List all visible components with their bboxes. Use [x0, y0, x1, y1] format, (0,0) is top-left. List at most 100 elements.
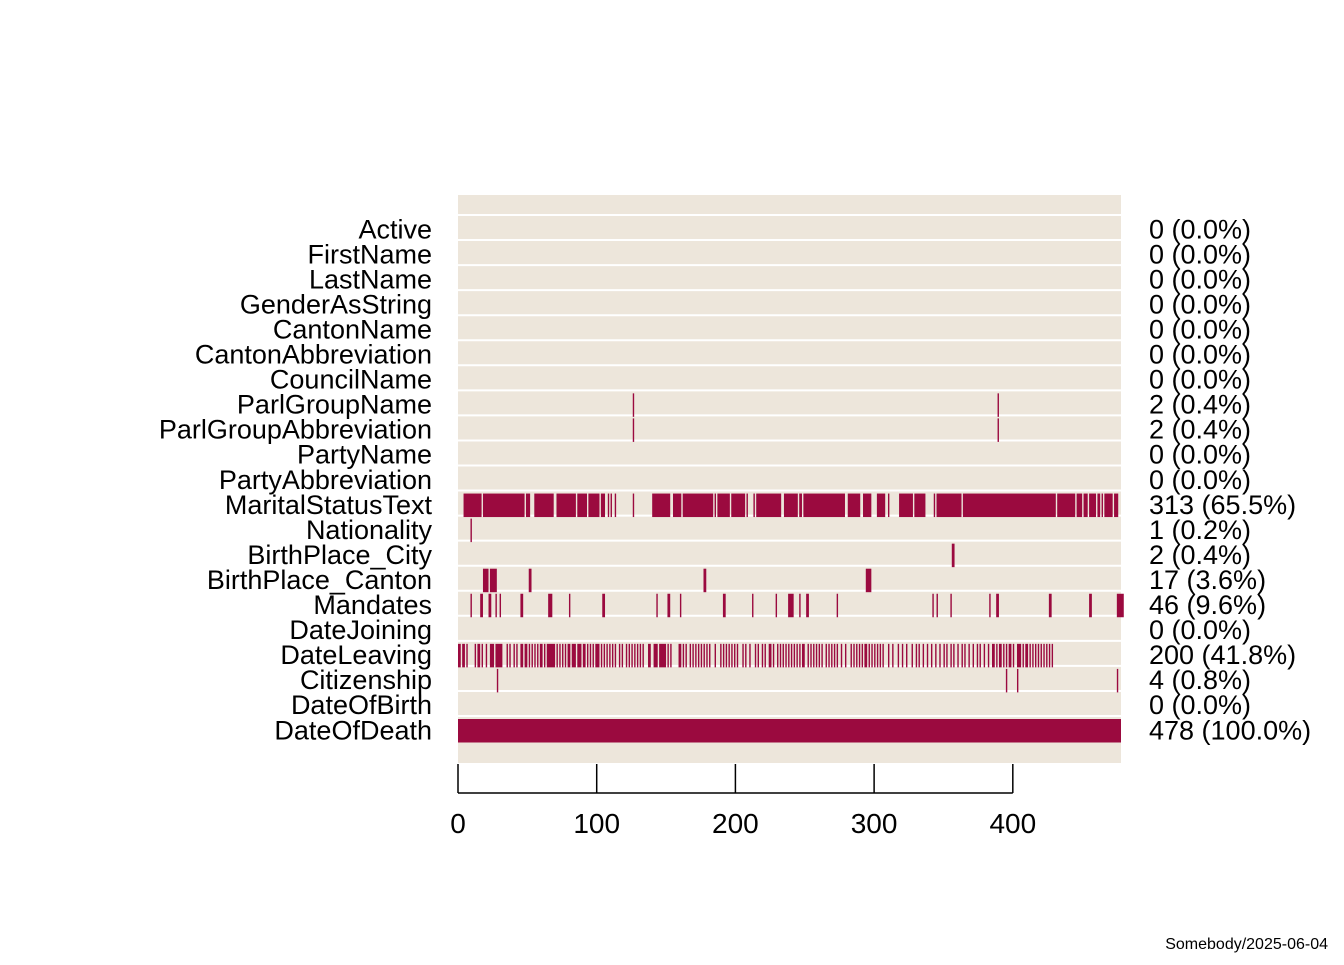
missing-segment — [998, 643, 1002, 668]
missing-segment — [874, 643, 876, 668]
x-axis: 0 100 200 300 400 — [450, 764, 1036, 839]
missing-segment — [1097, 493, 1101, 518]
missing-segment — [796, 643, 798, 668]
missing-count-label: 17 (3.6%) — [1149, 565, 1266, 595]
missing-segment — [930, 643, 933, 668]
missing-segment — [1046, 643, 1048, 668]
x-tick-label: 400 — [989, 808, 1036, 839]
missing-segment — [722, 593, 726, 618]
missing-segment — [632, 418, 635, 442]
missing-segment — [667, 593, 671, 618]
missing-segment — [602, 593, 606, 618]
missing-segment — [480, 593, 483, 618]
missing-segment — [720, 643, 722, 668]
missing-segment — [850, 643, 852, 668]
missing-segment — [962, 493, 1056, 518]
variable-name-label: Citizenship — [300, 665, 432, 695]
missing-segment — [592, 643, 594, 668]
missing-segment — [609, 643, 611, 668]
variable-name-label: Nationality — [306, 515, 433, 545]
missing-segment — [753, 493, 755, 518]
missing-segment — [777, 643, 779, 668]
missing-segment — [914, 493, 926, 518]
missing-segment — [731, 493, 746, 518]
variable-names: ActiveFirstNameLastNameGenderAsStringCan… — [159, 214, 433, 745]
row-MaritalStatusText — [463, 493, 1119, 518]
missing-segment — [1005, 643, 1008, 668]
missing-segment — [836, 593, 839, 618]
missing-segment — [1114, 493, 1119, 518]
variable-name-label: BirthPlace_City — [247, 540, 432, 570]
missing-segment — [703, 568, 707, 593]
missing-segment — [714, 643, 717, 668]
missing-segment — [537, 643, 539, 668]
missing-segment — [474, 643, 477, 668]
missing-segment — [918, 643, 920, 668]
missing-segment — [783, 493, 798, 518]
variable-name-label: BirthPlace_Canton — [207, 565, 432, 595]
missing-segment — [997, 393, 999, 417]
missing-segment — [1005, 668, 1008, 693]
missing-segment — [481, 643, 483, 668]
missing-count-label: 0 (0.0%) — [1149, 365, 1251, 395]
missing-count-label: 0 (0.0%) — [1149, 615, 1251, 645]
missing-segment — [935, 643, 937, 668]
missing-count-label: 46 (9.6%) — [1149, 590, 1266, 620]
missing-segment — [589, 643, 592, 668]
missing-segment — [972, 643, 974, 668]
missing-segment — [600, 643, 603, 668]
missing-segment — [725, 643, 728, 668]
missing-segment — [779, 643, 782, 668]
missing-segment — [865, 568, 872, 593]
missing-segment — [754, 643, 757, 668]
missing-segment — [1116, 668, 1119, 693]
variable-name-label: DateOfBirth — [291, 690, 432, 720]
missing-segment — [879, 643, 882, 668]
missing-segment — [672, 493, 682, 518]
missing-segment — [595, 643, 600, 668]
missing-segment — [764, 643, 766, 668]
missing-segment — [628, 643, 631, 668]
missing-segment — [607, 493, 610, 518]
missing-segment — [477, 643, 481, 668]
missing-count-label: 4 (0.8%) — [1149, 665, 1251, 695]
missing-segment — [943, 643, 945, 668]
missing-segment — [653, 643, 658, 668]
missing-segment — [922, 643, 925, 668]
variable-name-label: GenderAsString — [240, 289, 432, 319]
missing-segment — [992, 643, 995, 668]
missing-segment — [679, 593, 682, 618]
missing-count-label: 0 (0.0%) — [1149, 214, 1251, 244]
missing-segment — [833, 643, 836, 668]
row-ParlGroupName — [632, 393, 999, 417]
missing-segment — [1089, 493, 1097, 518]
missing-segment — [1025, 643, 1029, 668]
variable-name-label: LastName — [309, 264, 432, 294]
footer-note: Somebody/2025-06-04 — [1165, 936, 1328, 953]
missing-segment — [709, 643, 711, 668]
missing-segment — [632, 493, 635, 518]
missing-segment — [567, 643, 571, 668]
missing-segment — [1016, 668, 1019, 693]
missing-segment — [946, 643, 948, 668]
missing-segment — [799, 643, 801, 668]
missing-segment — [997, 418, 999, 442]
missing-segment — [482, 493, 525, 518]
missing-count-label: 0 (0.0%) — [1149, 239, 1251, 269]
missing-segment — [882, 643, 884, 668]
missing-segment — [631, 643, 633, 668]
missing-segment — [892, 643, 894, 668]
missing-segment — [463, 493, 482, 518]
missing-segment — [520, 593, 524, 618]
missing-segment — [614, 643, 617, 668]
missing-segment — [659, 643, 667, 668]
missing-segment — [1037, 643, 1040, 668]
missing-segment — [772, 643, 775, 668]
missing-count-label: 2 (0.4%) — [1149, 540, 1251, 570]
missing-count-label: 0 (0.0%) — [1149, 314, 1251, 344]
missing-segment — [703, 643, 705, 668]
variable-name-label: Mandates — [313, 590, 432, 620]
missing-segment — [836, 643, 839, 668]
missing-segment — [853, 643, 855, 668]
missing-segment — [667, 643, 669, 668]
